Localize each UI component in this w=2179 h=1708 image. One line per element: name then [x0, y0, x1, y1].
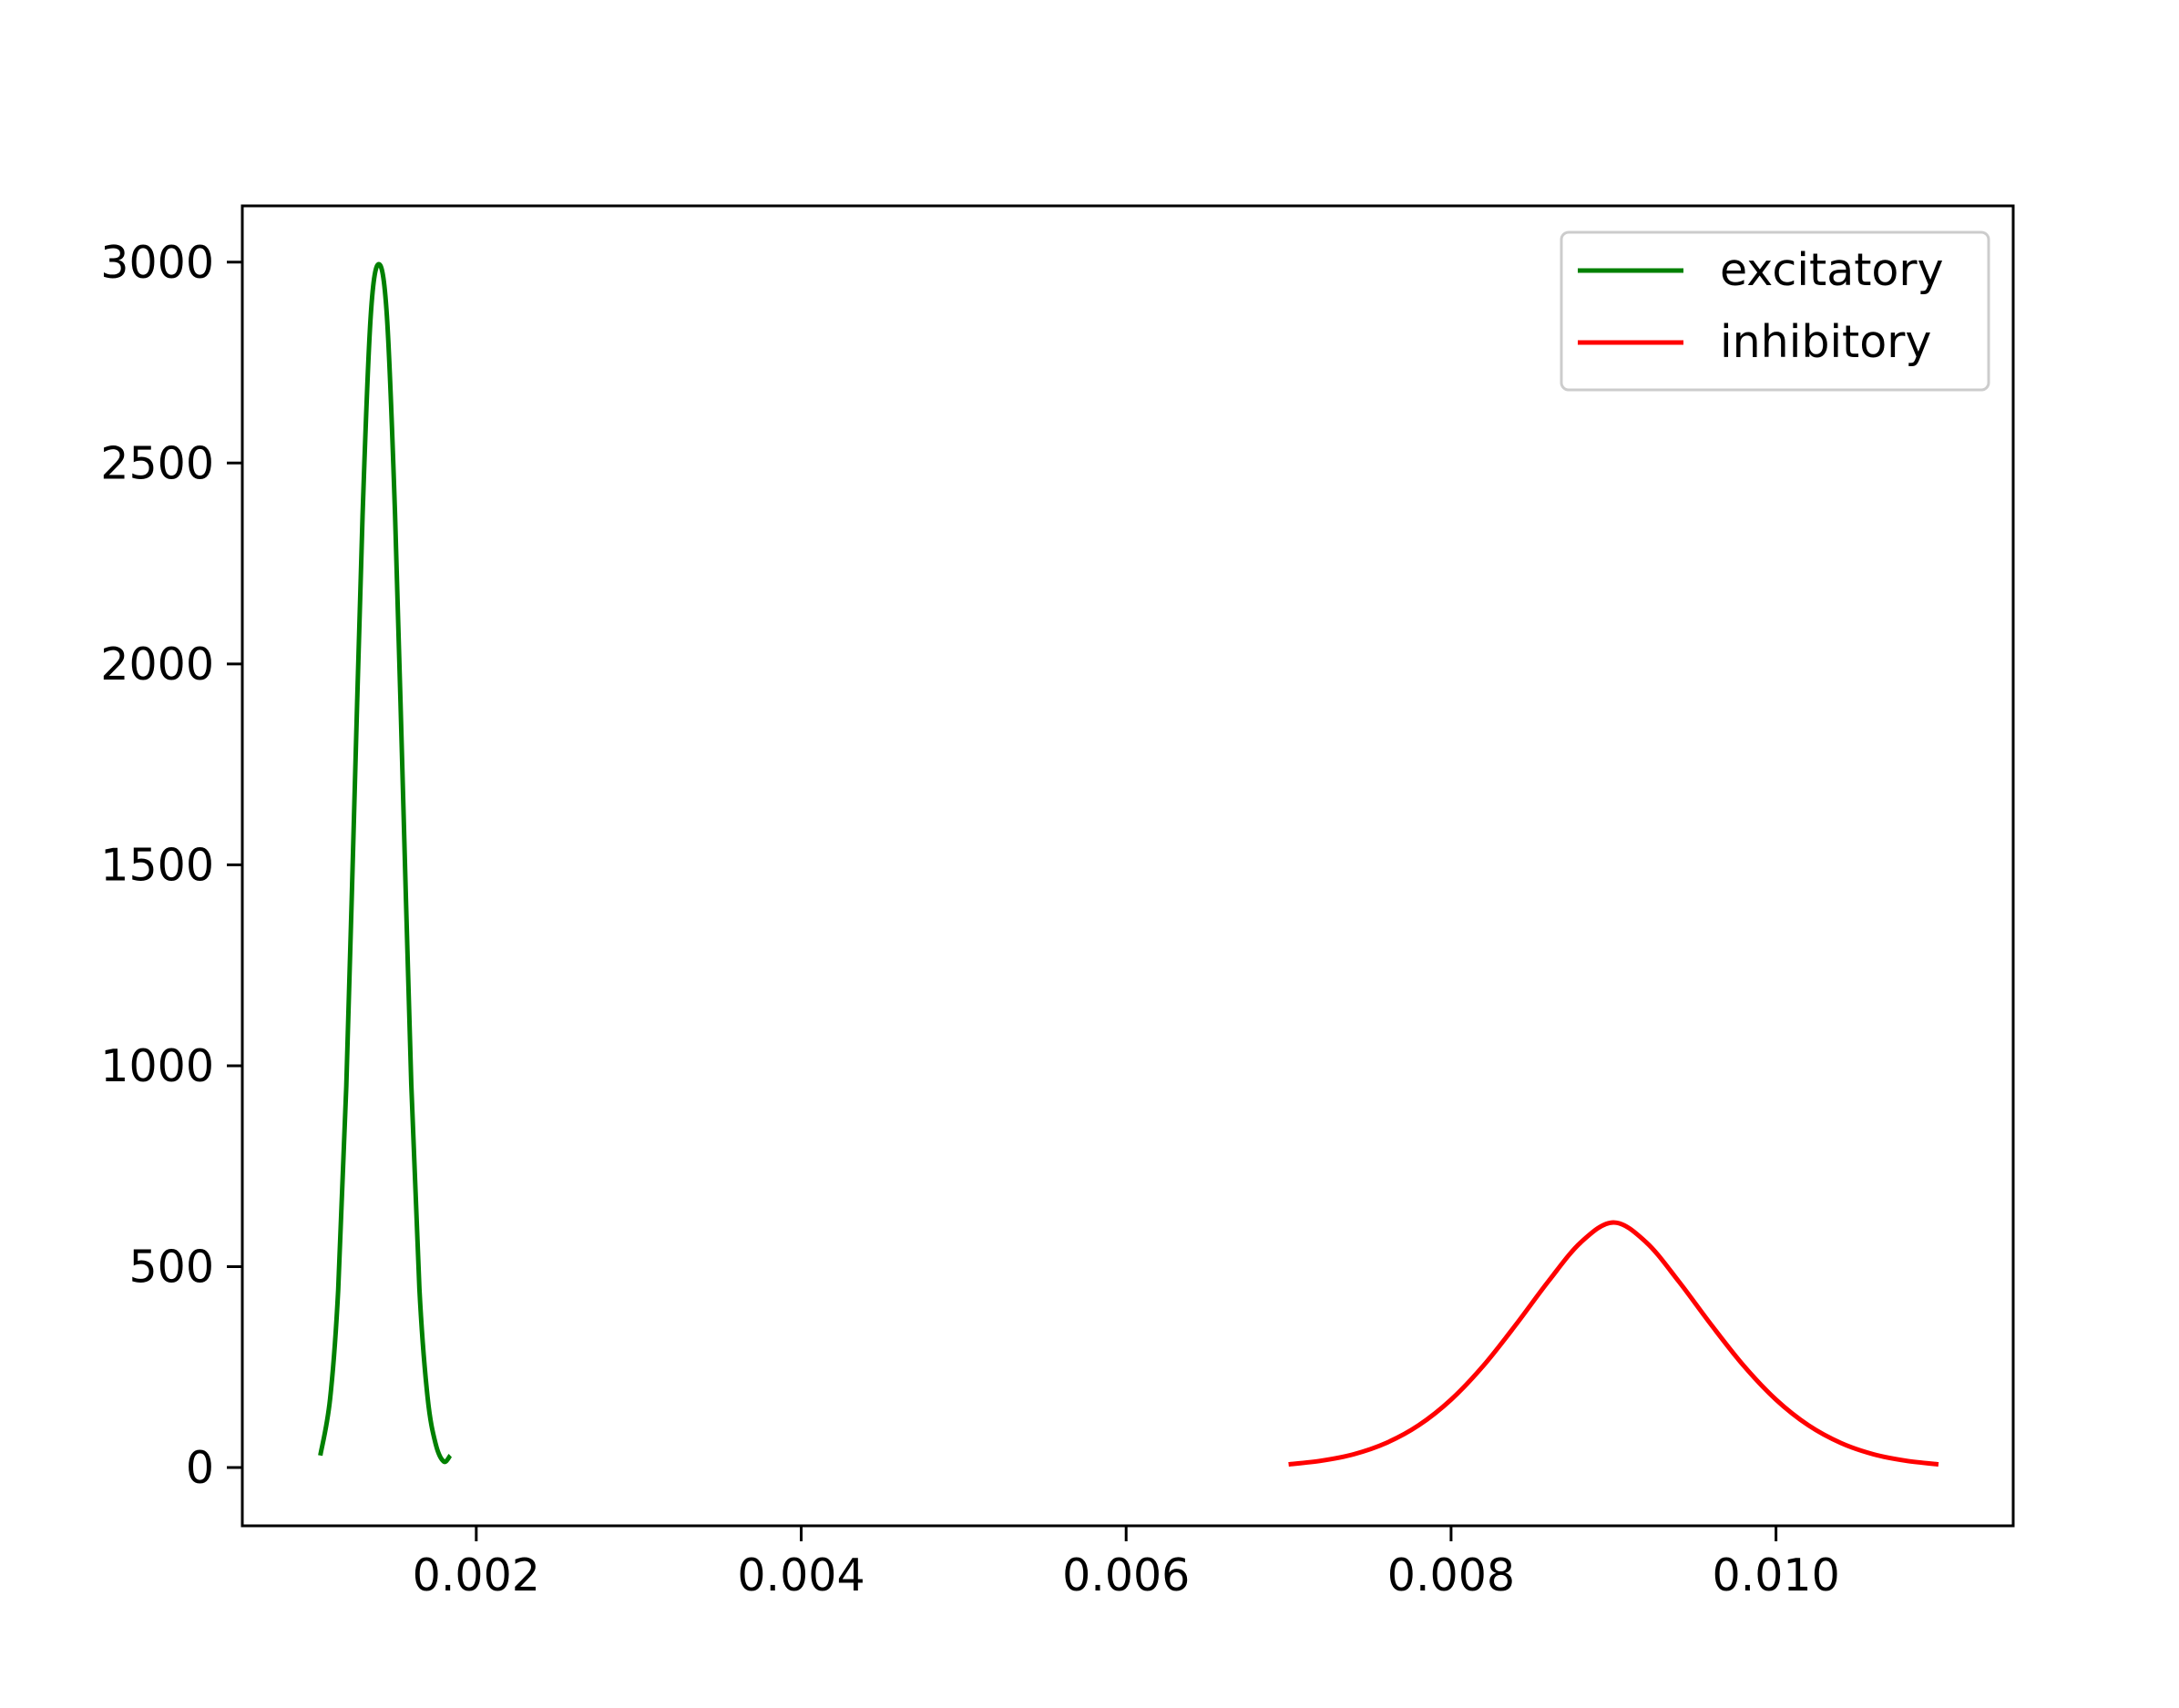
y-axis: 0 500 1000 1500 2000 2500 3000	[100, 237, 242, 1494]
y-tick-label: 0	[186, 1442, 214, 1494]
y-tick-label: 2500	[100, 437, 214, 489]
y-tick-label: 3000	[100, 237, 214, 289]
legend: excitatory inhibitory	[1560, 230, 1990, 392]
series-line-inhibitory	[1288, 1220, 1939, 1467]
x-tick-label: 0.004	[737, 1549, 864, 1601]
y-tick-label: 1000	[100, 1040, 214, 1092]
x-tick-label: 0.002	[413, 1549, 540, 1601]
x-tick-label: 0.006	[1062, 1549, 1190, 1601]
x-tick-label: 0.008	[1387, 1549, 1515, 1601]
x-axis: 0.002 0.004 0.006 0.008 0.010	[413, 1526, 1840, 1601]
y-tick-label: 500	[128, 1241, 214, 1293]
legend-label-excitatory: excitatory	[1720, 244, 1944, 296]
y-tick-label: 1500	[100, 839, 214, 891]
legend-label-inhibitory: inhibitory	[1720, 316, 1931, 368]
series-line-excitatory	[318, 261, 453, 1465]
y-tick-label: 2000	[100, 639, 214, 690]
x-tick-label: 0.010	[1712, 1549, 1839, 1601]
series-layer	[318, 261, 1939, 1467]
